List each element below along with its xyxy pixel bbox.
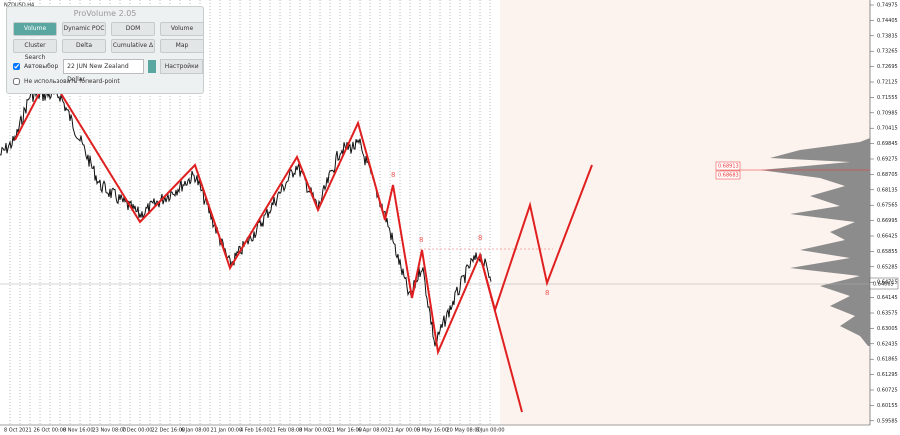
y-tick-label: 0.62435 xyxy=(877,341,898,347)
x-tick-label: 26 Oct 00:00 xyxy=(34,428,67,434)
y-tick-label: 0.63005 xyxy=(877,326,898,332)
level-box xyxy=(715,170,741,180)
y-tick-label: 0.73835 xyxy=(877,33,898,39)
provolume-panel: ProVolume 2.05 Volume Profile Dynamic POC… xyxy=(6,6,204,94)
y-tick-label: 0.72125 xyxy=(877,80,898,86)
y-tick-label: 0.60725 xyxy=(877,388,898,394)
x-tick-label: 6 Apr 08:00 xyxy=(358,428,387,434)
forward-row: Не использовать forward-point xyxy=(13,78,203,85)
current-price: 0.64665 xyxy=(873,282,894,288)
level-label: 0.68683 xyxy=(718,173,739,179)
auto-checkbox[interactable] xyxy=(13,63,20,70)
x-tick-label: 20 May 08:00 xyxy=(447,428,481,434)
x-tick-label: 21 Feb 08:00 xyxy=(270,428,303,434)
y-tick-label: 0.74405 xyxy=(877,18,898,24)
y-tick-label: 0.59585 xyxy=(877,418,898,424)
x-tick-label: 21 Mar 16:00 xyxy=(329,428,362,434)
volume-profile xyxy=(760,138,870,346)
x-tick-label: 21 Apr 00:00 xyxy=(388,428,421,434)
y-tick-label: 0.69845 xyxy=(877,141,898,147)
wave-label: 8 xyxy=(545,289,549,297)
x-tick-label: 23 Nov 08:00 xyxy=(93,428,127,434)
y-tick-label: 0.74975 xyxy=(877,3,898,9)
panel-button[interactable]: Volume Profile xyxy=(13,22,57,44)
grid xyxy=(9,0,491,425)
y-tick-label: 0.69275 xyxy=(877,157,898,163)
x-tick-label: 6 Jan 08:00 xyxy=(181,428,209,434)
x-tick-label: 5 May 16:00 xyxy=(417,428,448,434)
forward-checkbox[interactable] xyxy=(13,78,20,85)
y-tick-label: 0.65855 xyxy=(877,249,898,255)
forward-label: Не использовать forward-point xyxy=(24,78,120,85)
panel-title: ProVolume 2.05 xyxy=(73,9,137,18)
wave-label: 8 xyxy=(478,234,482,242)
panel-button[interactable]: Map xyxy=(160,39,204,53)
select-arrow[interactable] xyxy=(147,60,157,73)
y-tick-label: 0.66425 xyxy=(877,234,898,240)
buttons: Volume Profile Dynamic POC DOM Volume Cluste… xyxy=(13,22,204,61)
y-tick-label: 0.68705 xyxy=(877,172,898,178)
y-tick-label: 0.71555 xyxy=(877,95,898,101)
panel-button[interactable]: Delta xyxy=(62,39,106,53)
y-tick-label: 0.73265 xyxy=(877,49,898,55)
level-label: 0.68913 xyxy=(718,164,739,170)
y-tick-label: 0.61295 xyxy=(877,372,898,378)
y-tick-label: 0.64715 xyxy=(877,280,898,286)
y-tick-label: 0.64145 xyxy=(877,295,898,301)
x-tick-label: 22 Dec 16:00 xyxy=(152,428,186,434)
y-tick-label: 0.66995 xyxy=(877,218,898,224)
auto-label: Автовыбор xyxy=(24,63,59,70)
x-tick-label: 8 Oct 2021 xyxy=(4,428,32,434)
x-tick-label: 8 Mar 00:00 xyxy=(299,428,329,434)
symbol: NZDUSD,H4 xyxy=(4,3,34,9)
price-series xyxy=(0,87,492,347)
x-tick-label: 6 Jun 00:00 xyxy=(476,428,505,434)
y-tick-label: 0.65285 xyxy=(877,264,898,270)
y-tick-label: 0.67565 xyxy=(877,203,898,209)
instrument-row: Автовыбор 22 JUN New Zealand Dollar Наст… xyxy=(13,59,203,83)
x-tick-label: 7 Dec 00:00 xyxy=(122,428,152,434)
y-tick-label: 0.60155 xyxy=(877,403,898,409)
x-tick-label: 4 Feb 16:00 xyxy=(240,428,270,434)
x-tick-label: 21 Jan 00:00 xyxy=(211,428,243,434)
instrument-select[interactable]: 22 JUN New Zealand Dollar xyxy=(63,59,144,83)
projection xyxy=(479,254,523,413)
panel-button[interactable]: Cumulative Δ xyxy=(111,39,155,53)
current-price-box xyxy=(869,277,899,290)
y-tick-label: 0.70415 xyxy=(877,126,898,132)
y-tick-label: 0.70985 xyxy=(877,110,898,116)
panel-button[interactable]: Volume xyxy=(160,22,204,36)
y-tick-label: 0.61865 xyxy=(877,357,898,363)
panel-button[interactable]: Dynamic POC xyxy=(62,22,106,36)
panel-button[interactable]: DOM xyxy=(111,22,155,36)
wave-label: 8 xyxy=(419,236,423,244)
panel-button[interactable]: Cluster Search xyxy=(13,39,57,61)
y-tick-label: 0.68135 xyxy=(877,187,898,193)
y-tick-label: 0.63575 xyxy=(877,311,898,317)
settings-button[interactable]: Настройки xyxy=(160,59,203,74)
x-tick-label: 8 Nov 16:00 xyxy=(63,428,94,434)
y-tick-label: 0.72695 xyxy=(877,64,898,70)
wave-label: 8 xyxy=(391,171,395,179)
level-box xyxy=(715,161,741,171)
